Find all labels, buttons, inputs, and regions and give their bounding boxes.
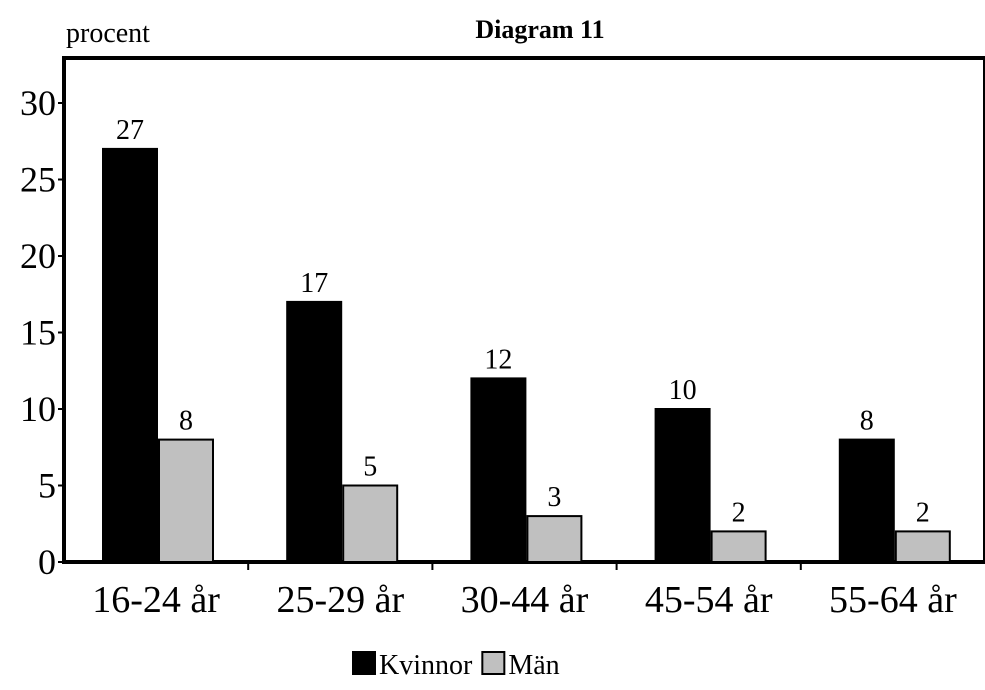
- bar-kvinnor-4: [654, 408, 711, 563]
- bar-kvinnor-5: [838, 438, 895, 564]
- legend-label: Män: [508, 650, 559, 681]
- data-labels: 27 17 12 10 8 8 5 3 2 2: [116, 115, 930, 529]
- data-label: 8: [179, 406, 193, 437]
- y-tick-label: 20: [20, 236, 56, 276]
- y-tick-label: 5: [38, 466, 56, 506]
- bar-kvinnor-1: [102, 147, 158, 563]
- legend-swatch: [352, 651, 376, 675]
- y-tick-label: 30: [20, 83, 56, 123]
- data-label: 8: [860, 406, 874, 437]
- y-tick-label: 25: [20, 160, 56, 200]
- x-tick-label: 45-54 år: [645, 579, 773, 621]
- bar-m-n-4: [710, 530, 767, 564]
- y-tick-label: 10: [20, 389, 56, 429]
- data-label: 17: [300, 268, 328, 299]
- bar-m-n-3: [526, 515, 583, 563]
- x-axis: 16-24 år 25-29 år 30-44 år 45-54 år 55-64 år: [92, 562, 957, 621]
- x-tick-label: 16-24 år: [92, 579, 220, 621]
- x-tick-label: 30-44 år: [461, 579, 589, 621]
- data-label: 5: [363, 452, 377, 483]
- data-label: 27: [116, 115, 144, 146]
- data-label: 2: [732, 497, 746, 528]
- bar-m-n-5: [894, 530, 951, 564]
- data-label: 12: [484, 344, 512, 375]
- bar-kvinnor-2: [286, 300, 343, 563]
- y-tick-label: 15: [20, 313, 56, 353]
- bars: [102, 147, 951, 564]
- bar-m-n-2: [342, 484, 399, 563]
- legend-label: Kvinnor: [379, 650, 473, 681]
- bar-kvinnor-3: [470, 377, 527, 563]
- legend: Kvinnor Män: [352, 650, 560, 681]
- y-axis: 0 5 10 15 20 25 30: [20, 83, 64, 582]
- y-axis-label: procent: [66, 18, 150, 49]
- x-tick-label: 55-64 år: [829, 579, 957, 621]
- data-label: 10: [669, 375, 697, 406]
- data-label: 2: [916, 497, 930, 528]
- y-tick-label: 0: [38, 542, 56, 582]
- legend-swatch: [481, 651, 506, 675]
- data-label: 3: [547, 482, 561, 513]
- bar-m-n-1: [158, 438, 214, 564]
- x-tick-label: 25-29 år: [276, 579, 404, 621]
- chart-title: Diagram 11: [475, 15, 604, 44]
